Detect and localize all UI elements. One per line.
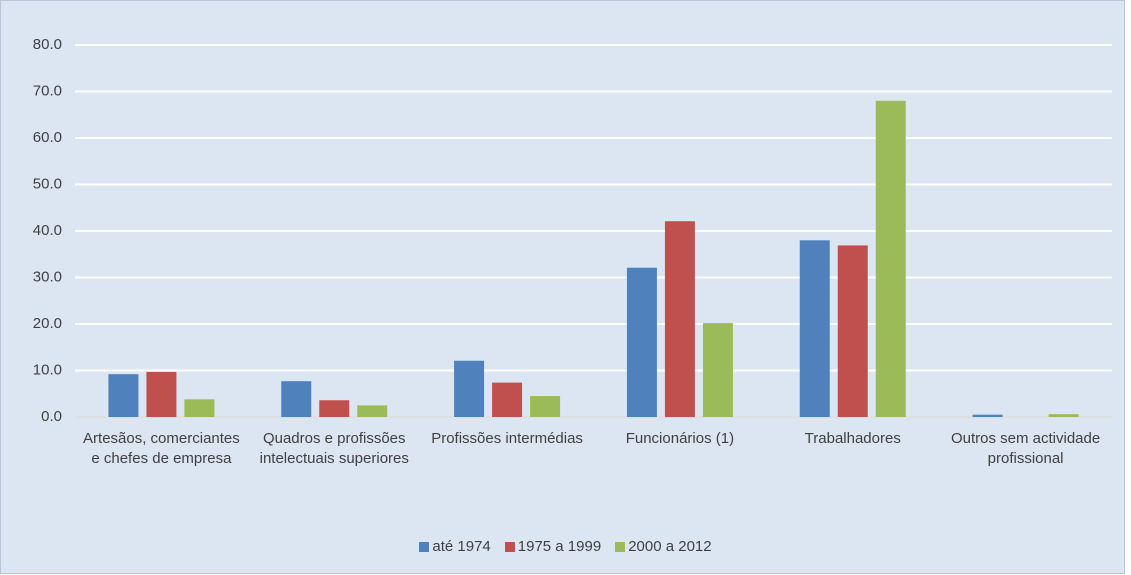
bar: [492, 382, 523, 417]
y-tick-label: 60.0: [33, 129, 62, 146]
bar: [108, 374, 139, 417]
bar: [1048, 414, 1079, 417]
bar: [702, 323, 733, 417]
bar: [146, 371, 177, 417]
x-tick-label: Profissões intermédias: [431, 430, 583, 447]
y-tick-label: 40.0: [33, 222, 62, 239]
y-tick-label: 10.0: [33, 361, 62, 378]
y-tick-label: 80.0: [33, 36, 62, 53]
bar: [664, 221, 695, 417]
legend-item: 2000 a 2012: [615, 538, 712, 555]
bar: [454, 360, 485, 417]
bar: [626, 267, 657, 417]
legend: até 1974 1975 a 1999 2000 a 2012: [0, 538, 1131, 555]
legend-label: 2000 a 2012: [628, 538, 712, 555]
x-tick-label: Quadros e profissões intelectuais superi…: [259, 430, 409, 467]
bar: [357, 405, 388, 417]
y-tick-label: 0.0: [41, 408, 62, 425]
legend-item: 1975 a 1999: [504, 538, 602, 555]
bar: [530, 396, 561, 417]
y-tick-label: 20.0: [33, 315, 62, 332]
legend-swatch: [504, 541, 515, 552]
bar: [281, 381, 312, 417]
x-tick-label: Outros sem actividade profissional: [950, 430, 1101, 467]
bar: [799, 240, 830, 417]
bar: [875, 100, 906, 418]
legend-label: até 1974: [432, 538, 491, 555]
x-tick-label: Funcionários (1): [625, 430, 735, 447]
legend-item: até 1974: [419, 538, 491, 555]
bar: [972, 414, 1003, 417]
x-tick-label: Trabalhadores: [804, 430, 901, 447]
bar: [837, 245, 868, 417]
legend-swatch: [419, 541, 430, 552]
y-tick-label: 30.0: [33, 268, 62, 285]
legend-swatch: [615, 541, 626, 552]
x-tick-label: Artesãos, comerciantes e chefes de empre…: [83, 430, 240, 467]
legend-label: 1975 a 1999: [517, 538, 602, 555]
y-tick-label: 70.0: [33, 82, 62, 99]
bar: [319, 400, 350, 417]
bar: [184, 399, 215, 417]
y-tick-label: 50.0: [33, 175, 62, 192]
